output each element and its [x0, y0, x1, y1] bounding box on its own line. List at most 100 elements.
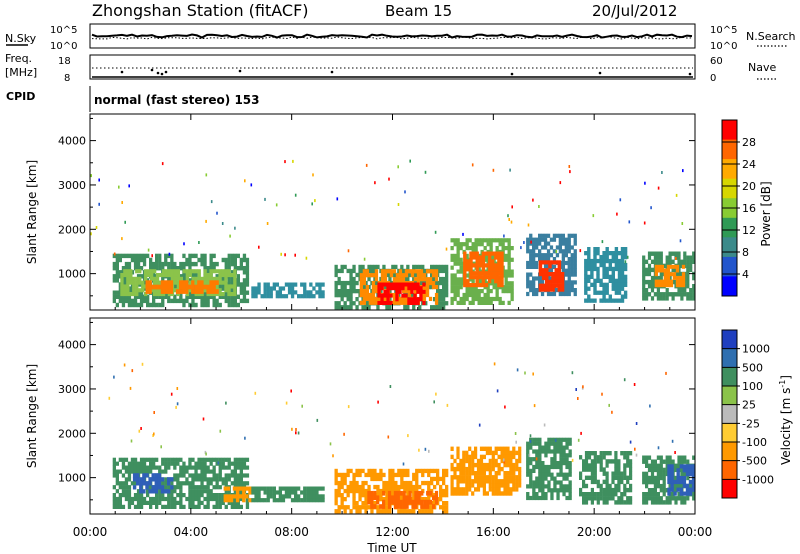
data-cell [209, 261, 213, 267]
data-cell [445, 293, 449, 298]
data-cell [665, 455, 669, 460]
data-cell [430, 272, 434, 278]
data-cell [645, 479, 649, 485]
data-cell [407, 301, 411, 305]
data-cell [442, 472, 446, 478]
data-cell [547, 437, 551, 442]
data-cell [582, 467, 586, 472]
data-cell [663, 283, 667, 288]
data-cell [376, 493, 380, 498]
data-cell [549, 268, 554, 273]
data-cell [138, 276, 142, 281]
data-cell [430, 264, 434, 270]
data-cell [436, 289, 440, 294]
data-cell [650, 492, 655, 497]
data-cell [689, 255, 693, 260]
data-cell [579, 475, 583, 480]
data-cell [209, 481, 213, 486]
data-cell [680, 496, 684, 501]
data-cell [548, 279, 552, 284]
scatter-echo [266, 222, 269, 225]
data-cell [377, 282, 381, 287]
data-cell [215, 280, 219, 285]
data-cell [227, 477, 231, 482]
data-cell [215, 274, 219, 279]
data-cell [147, 269, 151, 274]
data-cell [459, 458, 463, 464]
data-cell [150, 269, 154, 274]
data-cell [224, 288, 228, 293]
data-cell [227, 465, 231, 470]
data-cell [481, 283, 486, 288]
scatter-echo [234, 226, 236, 230]
data-cell [647, 455, 652, 460]
data-cell [127, 504, 132, 509]
data-cell [614, 451, 618, 456]
data-cell [358, 264, 362, 270]
data-cell [665, 255, 669, 260]
data-cell [497, 471, 501, 476]
data-cell [176, 493, 180, 498]
data-cell [132, 473, 137, 478]
data-cell [239, 473, 243, 478]
data-cell [526, 468, 530, 473]
data-cell [164, 485, 168, 490]
data-cell [212, 485, 216, 490]
data-cell [489, 289, 493, 294]
data-region [463, 251, 504, 288]
data-cell [526, 260, 530, 266]
data-cell [361, 484, 365, 490]
data-cell [504, 289, 508, 294]
data-cell [614, 258, 619, 264]
data-cell [221, 493, 225, 498]
data-cell [650, 475, 655, 481]
data-cell [512, 483, 516, 488]
data-cell [248, 490, 252, 495]
data-cell [120, 292, 124, 297]
data-cell [182, 504, 186, 509]
data-cell [504, 257, 508, 262]
data-cell [497, 279, 501, 284]
data-cell [355, 501, 359, 506]
data-cell [477, 277, 481, 282]
scatter-echo [649, 404, 651, 408]
data-cell [500, 279, 504, 284]
scatter-echo [244, 436, 246, 440]
scatter-echo [377, 400, 379, 404]
data-cell [491, 251, 495, 256]
data-cell [142, 481, 146, 486]
data-cell [260, 294, 264, 299]
data-cell [608, 451, 612, 456]
data-cell [544, 441, 548, 446]
data-cell [529, 264, 533, 269]
data-cell [605, 258, 609, 264]
data-cell [468, 446, 472, 451]
data-cell [266, 498, 270, 503]
data-cell [665, 459, 669, 464]
scatter-echo [509, 168, 511, 172]
data-cell [185, 280, 189, 285]
data-cell [367, 490, 371, 496]
data-cell [526, 264, 530, 269]
data-cell [439, 268, 443, 274]
data-cell [442, 297, 446, 302]
data-cell [570, 245, 574, 250]
data-cell [465, 458, 469, 464]
data-cell [562, 488, 566, 493]
data-cell [553, 480, 557, 485]
data-cell [480, 296, 484, 302]
data-cell [395, 300, 400, 305]
data-cell [361, 468, 365, 474]
data-cell [176, 298, 180, 304]
data-cell [221, 500, 225, 505]
scatter-echo [611, 410, 613, 414]
data-cell [173, 477, 177, 482]
data-cell [544, 492, 548, 497]
data-cell [584, 459, 589, 464]
x-tick-label: 04:00 [174, 525, 209, 539]
data-cell [191, 302, 195, 308]
data-cell [683, 500, 687, 505]
data-cell [565, 484, 569, 489]
data-cell [380, 273, 385, 278]
data-cell [170, 457, 174, 462]
